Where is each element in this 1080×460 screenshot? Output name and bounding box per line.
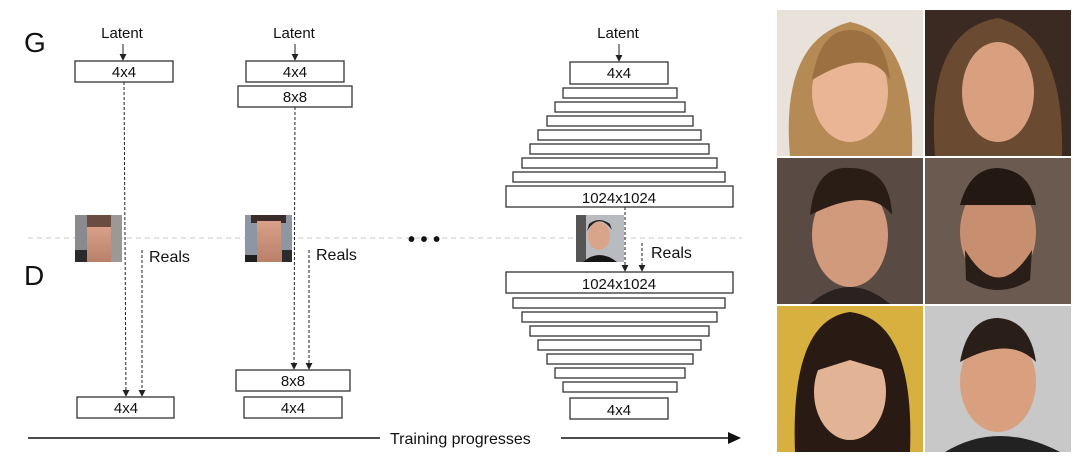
discriminator-label: D bbox=[24, 260, 44, 291]
g-layer-label: 8x8 bbox=[283, 89, 307, 106]
g-layer-label: 4x4 bbox=[607, 65, 631, 82]
generated-samples bbox=[777, 10, 1071, 452]
ellipsis: • • • bbox=[408, 229, 440, 251]
g-layer-box bbox=[505, 185, 734, 208]
g-layer-label: 4x4 bbox=[112, 64, 136, 81]
g-layer-box bbox=[554, 101, 686, 113]
d-layer-box bbox=[235, 369, 351, 392]
g-layer-label: 4x4 bbox=[283, 64, 307, 81]
fake-path bbox=[122, 81, 130, 397]
stage-3: Latent 4x4 1024x1024 Reals 1024x1024 bbox=[505, 25, 734, 420]
latent-label: Latent bbox=[101, 25, 144, 42]
d-layer-label: 1024x1024 bbox=[582, 276, 656, 293]
g-layer-box bbox=[521, 157, 718, 169]
face-5 bbox=[777, 306, 923, 452]
reals-label: Reals bbox=[316, 247, 357, 264]
real-image-1024 bbox=[576, 215, 624, 262]
d-layer-box bbox=[554, 367, 686, 379]
real-image-4x4 bbox=[75, 215, 122, 262]
arrowhead-icon bbox=[728, 432, 741, 444]
fake-path bbox=[290, 106, 298, 370]
stage-2: Latent 4x4 8x8 Reals 8x8 4x4 bbox=[235, 25, 357, 419]
latent-label: Latent bbox=[597, 25, 640, 42]
face-2 bbox=[925, 10, 1071, 156]
g-layer-box bbox=[537, 129, 702, 141]
g-layer-label: 1024x1024 bbox=[582, 190, 656, 207]
g-layer-box bbox=[546, 115, 694, 127]
d-layer-label: 4x4 bbox=[281, 400, 305, 417]
g-layer-box bbox=[569, 61, 669, 85]
d-layer-box bbox=[529, 325, 710, 337]
g-layer-box bbox=[562, 87, 678, 99]
g-layer-box bbox=[512, 171, 726, 183]
d-layer-label: 4x4 bbox=[114, 400, 138, 417]
reals-label: Reals bbox=[149, 249, 190, 266]
d-layer-box bbox=[537, 339, 702, 351]
reals-label: Reals bbox=[651, 245, 692, 262]
face-4 bbox=[925, 158, 1071, 304]
d-layer-box bbox=[512, 297, 726, 309]
latent-label: Latent bbox=[273, 25, 316, 42]
d-layer-label: 8x8 bbox=[281, 373, 305, 390]
d-layer-box bbox=[505, 271, 734, 294]
real-image-8x8 bbox=[245, 215, 292, 262]
g-layer-box bbox=[529, 143, 710, 155]
stage-1: Latent 4x4 Reals 4x4 bbox=[74, 25, 190, 419]
d-layer-box bbox=[243, 396, 343, 419]
d-layer-box bbox=[521, 311, 718, 323]
d-layer-box bbox=[546, 353, 694, 365]
d-layer-box bbox=[569, 397, 669, 420]
face-3 bbox=[777, 158, 923, 304]
d-layer-label: 4x4 bbox=[607, 402, 631, 419]
face-6 bbox=[925, 306, 1071, 452]
face-1 bbox=[777, 10, 923, 156]
d-layer-box bbox=[76, 396, 175, 419]
g-layer-box bbox=[245, 60, 345, 83]
timeline-label: Training progresses bbox=[390, 431, 531, 448]
generator-label: G bbox=[24, 27, 46, 58]
d-layer-box bbox=[562, 381, 678, 393]
